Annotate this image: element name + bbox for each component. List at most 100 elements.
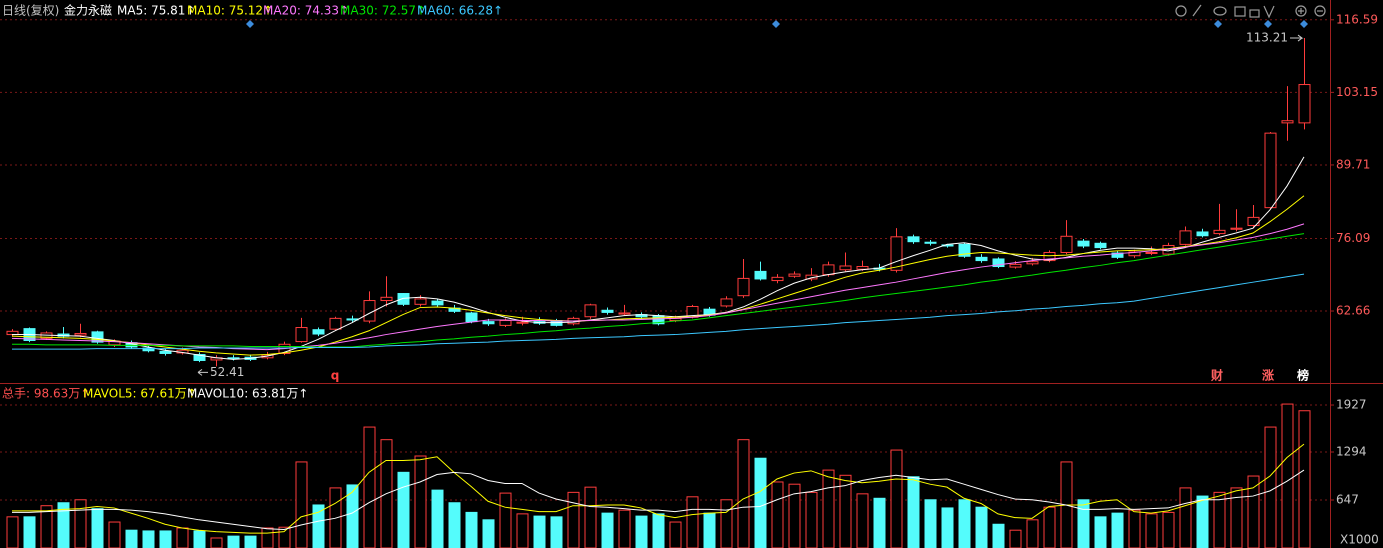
volume-bar <box>499 492 512 548</box>
high-label: 113.21 <box>1246 31 1288 45</box>
candle-body <box>1213 229 1226 235</box>
volume-bar <box>567 491 580 548</box>
candle-body <box>771 276 784 282</box>
box-icon[interactable] <box>1234 6 1246 17</box>
candle-body <box>1230 227 1243 230</box>
volume-bar <box>1264 426 1277 548</box>
volume-bar <box>1077 499 1090 548</box>
volume-bar <box>1162 511 1175 548</box>
candle-body <box>788 273 801 277</box>
candle-body <box>1298 84 1311 124</box>
filter-icon[interactable] <box>1263 5 1275 19</box>
event-marker: 涨 <box>1262 368 1274 383</box>
volume-bar <box>1247 475 1260 548</box>
candle-body <box>941 244 954 247</box>
volume-bar <box>159 530 172 548</box>
candle-body <box>1026 261 1039 265</box>
event-marker: 榜 <box>1297 368 1309 383</box>
y-tick-label: 103.15 <box>1336 85 1378 99</box>
zoom-in-icon[interactable] <box>1295 5 1307 17</box>
lock-icon[interactable] <box>1249 9 1260 18</box>
volume-bar <box>23 516 36 548</box>
candle-body <box>227 357 240 360</box>
event-markers <box>246 20 1308 28</box>
candle-body <box>890 236 903 271</box>
zoom-out-icon[interactable] <box>1314 5 1326 17</box>
volume-bar <box>1213 491 1226 548</box>
candle-body <box>380 296 393 302</box>
volume-bar <box>873 497 886 548</box>
volume-bar <box>261 527 274 548</box>
legend-entry: MAVOL10: 63.81万↑ <box>187 387 308 401</box>
volume-bar <box>1111 512 1124 548</box>
candle-body <box>1077 240 1090 247</box>
event-diamond[interactable] <box>772 20 780 28</box>
event-diamond[interactable] <box>1214 20 1222 28</box>
volume-bar <box>1196 495 1209 548</box>
volume-bar <box>1298 410 1311 548</box>
y-tick-label: 116.59 <box>1336 12 1378 26</box>
volume-bar <box>686 496 699 548</box>
candle-body <box>1264 132 1277 209</box>
candle-body <box>193 354 206 361</box>
candle-body <box>737 277 750 297</box>
candle-body <box>907 236 920 243</box>
candle-body <box>414 298 427 305</box>
candle-body <box>482 321 495 325</box>
y-tick-label: 647 <box>1336 492 1359 506</box>
volume-bar <box>992 523 1005 548</box>
volume-bar <box>1026 519 1039 548</box>
volume-bar <box>975 506 988 548</box>
toolbar <box>1175 4 1326 19</box>
candle-body <box>618 312 631 315</box>
low-label: 52.41 <box>210 365 244 379</box>
volume-bar <box>210 537 223 548</box>
volume-bar <box>448 502 461 548</box>
y-tick-label: 1927 <box>1336 398 1367 412</box>
event-diamond[interactable] <box>1300 20 1308 28</box>
volume-bar <box>669 521 682 548</box>
y-tick-label: 76.09 <box>1336 231 1370 245</box>
candle-body <box>1094 242 1107 249</box>
volume-bar <box>771 481 784 548</box>
volume-bar <box>516 513 529 548</box>
volume-bar <box>74 499 87 548</box>
settings-icon[interactable] <box>1175 5 1187 17</box>
legend-entry: MA10: 75.12↑ <box>187 4 273 18</box>
volume-bar <box>635 515 648 548</box>
ma-line <box>12 233 1305 348</box>
candle-body <box>1196 231 1209 237</box>
legend-entry: MA5: 75.81↑ <box>117 4 195 18</box>
volume-bar <box>550 516 563 548</box>
volume-bar <box>805 491 818 548</box>
y-tick-label: 1294 <box>1336 444 1367 458</box>
event-marker: q <box>331 369 340 383</box>
volume-bar <box>57 502 70 548</box>
volume-bar <box>6 516 19 548</box>
volume-bar <box>1179 487 1192 548</box>
legend-entry: MA30: 72.57↑ <box>340 4 426 18</box>
volume-bar <box>40 505 53 548</box>
draw-icon[interactable] <box>1192 4 1202 17</box>
volume-bar <box>125 529 138 548</box>
volume-bar <box>958 499 971 548</box>
candle-body <box>431 300 444 306</box>
candle-body <box>1145 251 1158 254</box>
candle-body <box>1060 235 1073 253</box>
eye-icon[interactable] <box>1213 6 1227 16</box>
volume-unit: X1000 <box>1340 533 1379 547</box>
ma-line <box>12 273 1305 350</box>
volume-bar <box>941 507 954 548</box>
zoom-in-plus <box>1298 8 1304 14</box>
candle-body <box>329 317 342 330</box>
candle-body <box>856 266 869 270</box>
ma-line <box>12 443 1305 534</box>
event-diamond[interactable] <box>1264 20 1272 28</box>
candle-body <box>91 331 104 343</box>
candle-body <box>822 264 835 276</box>
volume-bar <box>363 426 376 548</box>
event-diamond[interactable] <box>246 20 254 28</box>
